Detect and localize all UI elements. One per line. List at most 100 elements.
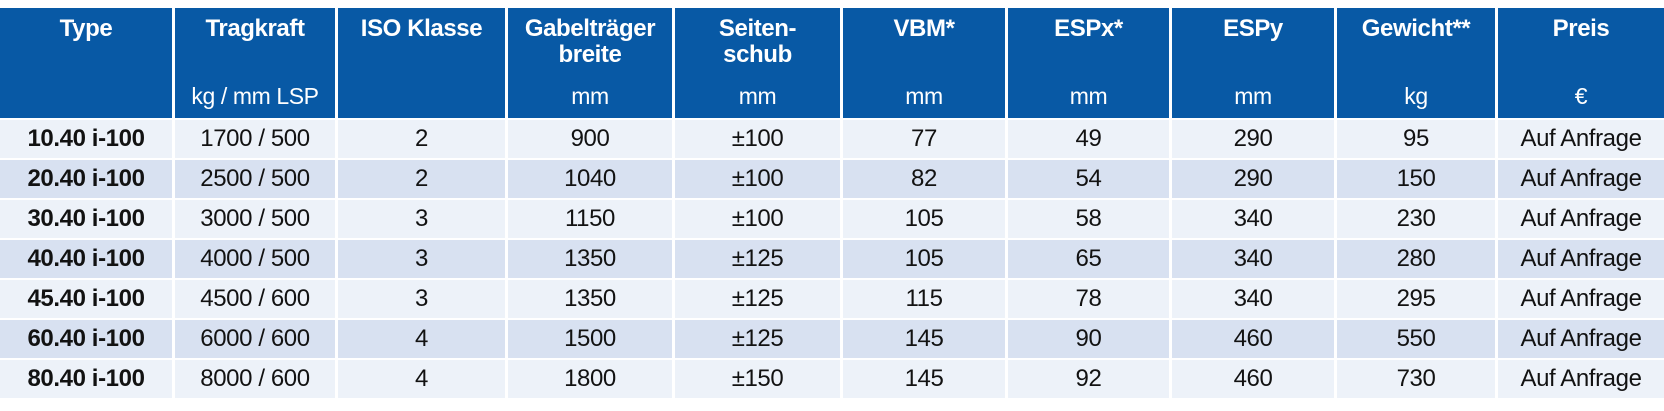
cell-vbm: 82 <box>843 160 1005 198</box>
cell-seitenschub: ±100 <box>675 200 840 238</box>
column-unit: mm <box>1234 83 1272 109</box>
cell-espy: 340 <box>1172 200 1334 238</box>
cell-gabeltraegerbreite: 1350 <box>508 280 672 318</box>
cell-gabeltraegerbreite: 1350 <box>508 240 672 278</box>
cell-vbm: 145 <box>843 360 1005 398</box>
column-label: ESPx* <box>1054 15 1123 42</box>
cell-tragkraft: 1700 / 500 <box>175 120 335 158</box>
column-header-type: Type <box>0 8 172 118</box>
column-header-espy: ESPy mm <box>1172 8 1334 118</box>
table-row: 80.40 i-100 8000 / 600 4 1800 ±150 145 92 460 73… <box>0 360 1664 398</box>
cell-gewicht: 150 <box>1337 160 1495 198</box>
column-header-gabeltraegerbreite: Gabelträger breite mm <box>508 8 672 118</box>
cell-espx: 54 <box>1008 160 1169 198</box>
cell-preis: Auf Anfrage <box>1498 280 1664 318</box>
cell-type: 40.40 i-100 <box>0 240 172 278</box>
table-row: 30.40 i-100 3000 / 500 3 1150 ±100 105 58 340 23… <box>0 200 1664 238</box>
cell-espx: 58 <box>1008 200 1169 238</box>
cell-preis: Auf Anfrage <box>1498 320 1664 358</box>
column-label: ISO Klasse <box>360 15 483 42</box>
cell-espx: 49 <box>1008 120 1169 158</box>
cell-espy: 460 <box>1172 360 1334 398</box>
cell-preis: Auf Anfrage <box>1498 120 1664 158</box>
cell-type: 45.40 i-100 <box>0 280 172 318</box>
cell-gabeltraegerbreite: 1150 <box>508 200 672 238</box>
cell-tragkraft: 2500 / 500 <box>175 160 335 198</box>
cell-type: 30.40 i-100 <box>0 200 172 238</box>
cell-espy: 340 <box>1172 280 1334 318</box>
column-label: VBM* <box>893 15 955 42</box>
table-body: 10.40 i-100 1700 / 500 2 900 ±100 77 49 290 95 Au… <box>0 120 1664 398</box>
cell-gewicht: 280 <box>1337 240 1495 278</box>
cell-tragkraft: 4500 / 600 <box>175 280 335 318</box>
cell-preis: Auf Anfrage <box>1498 160 1664 198</box>
column-label: Type <box>59 15 113 42</box>
cell-vbm: 115 <box>843 280 1005 318</box>
cell-seitenschub: ±125 <box>675 280 840 318</box>
cell-espy: 290 <box>1172 120 1334 158</box>
cell-iso-klasse: 3 <box>338 200 505 238</box>
table-row: 10.40 i-100 1700 / 500 2 900 ±100 77 49 290 95 Au… <box>0 120 1664 158</box>
column-header-espx: ESPx* mm <box>1008 8 1169 118</box>
cell-tragkraft: 6000 / 600 <box>175 320 335 358</box>
cell-espy: 290 <box>1172 160 1334 198</box>
cell-espy: 460 <box>1172 320 1334 358</box>
spec-table: Type Tragkraft kg / mm LSP ISO Klasse Gabelt… <box>0 8 1664 398</box>
column-header-seitenschub: Seiten- schub mm <box>675 8 840 118</box>
cell-gabeltraegerbreite: 1040 <box>508 160 672 198</box>
cell-iso-klasse: 2 <box>338 160 505 198</box>
cell-tragkraft: 3000 / 500 <box>175 200 335 238</box>
column-label: Gewicht** <box>1361 15 1471 42</box>
column-unit: mm <box>1069 83 1108 109</box>
table-row: 20.40 i-100 2500 / 500 2 1040 ±100 82 54 290 150… <box>0 160 1664 198</box>
cell-gewicht: 95 <box>1337 120 1495 158</box>
cell-vbm: 105 <box>843 240 1005 278</box>
cell-gewicht: 730 <box>1337 360 1495 398</box>
column-unit: € <box>1574 83 1588 109</box>
column-unit: mm <box>738 83 777 109</box>
cell-tragkraft: 4000 / 500 <box>175 240 335 278</box>
cell-gewicht: 550 <box>1337 320 1495 358</box>
column-unit: mm <box>571 83 609 109</box>
cell-type: 20.40 i-100 <box>0 160 172 198</box>
cell-iso-klasse: 3 <box>338 240 505 278</box>
cell-iso-klasse: 2 <box>338 120 505 158</box>
cell-seitenschub: ±100 <box>675 120 840 158</box>
cell-type: 60.40 i-100 <box>0 320 172 358</box>
cell-espy: 340 <box>1172 240 1334 278</box>
cell-espx: 90 <box>1008 320 1169 358</box>
column-header-gewicht: Gewicht** kg <box>1337 8 1495 118</box>
cell-espx: 92 <box>1008 360 1169 398</box>
column-header-iso-klasse: ISO Klasse <box>338 8 505 118</box>
cell-seitenschub: ±100 <box>675 160 840 198</box>
table-row: 40.40 i-100 4000 / 500 3 1350 ±125 105 65 340 28… <box>0 240 1664 278</box>
cell-preis: Auf Anfrage <box>1498 200 1664 238</box>
cell-gabeltraegerbreite: 1500 <box>508 320 672 358</box>
cell-iso-klasse: 4 <box>338 360 505 398</box>
column-header-tragkraft: Tragkraft kg / mm LSP <box>175 8 335 118</box>
cell-espx: 65 <box>1008 240 1169 278</box>
column-header-preis: Preis € <box>1498 8 1664 118</box>
cell-seitenschub: ±150 <box>675 360 840 398</box>
table-row: 45.40 i-100 4500 / 600 3 1350 ±125 115 78 340 29… <box>0 280 1664 318</box>
column-unit: kg <box>1404 83 1428 109</box>
cell-type: 10.40 i-100 <box>0 120 172 158</box>
cell-tragkraft: 8000 / 600 <box>175 360 335 398</box>
column-header-vbm: VBM* mm <box>843 8 1005 118</box>
column-unit: kg / mm LSP <box>191 83 319 109</box>
cell-iso-klasse: 4 <box>338 320 505 358</box>
cell-gabeltraegerbreite: 1800 <box>508 360 672 398</box>
cell-espx: 78 <box>1008 280 1169 318</box>
column-label: ESPy <box>1223 15 1283 42</box>
cell-seitenschub: ±125 <box>675 240 840 278</box>
table-header-row: Type Tragkraft kg / mm LSP ISO Klasse Gabelt… <box>0 8 1664 118</box>
cell-vbm: 145 <box>843 320 1005 358</box>
cell-vbm: 77 <box>843 120 1005 158</box>
cell-gewicht: 230 <box>1337 200 1495 238</box>
cell-preis: Auf Anfrage <box>1498 240 1664 278</box>
cell-iso-klasse: 3 <box>338 280 505 318</box>
column-label: Preis <box>1552 15 1610 42</box>
cell-type: 80.40 i-100 <box>0 360 172 398</box>
column-label: Tragkraft <box>205 15 305 42</box>
cell-preis: Auf Anfrage <box>1498 360 1664 398</box>
